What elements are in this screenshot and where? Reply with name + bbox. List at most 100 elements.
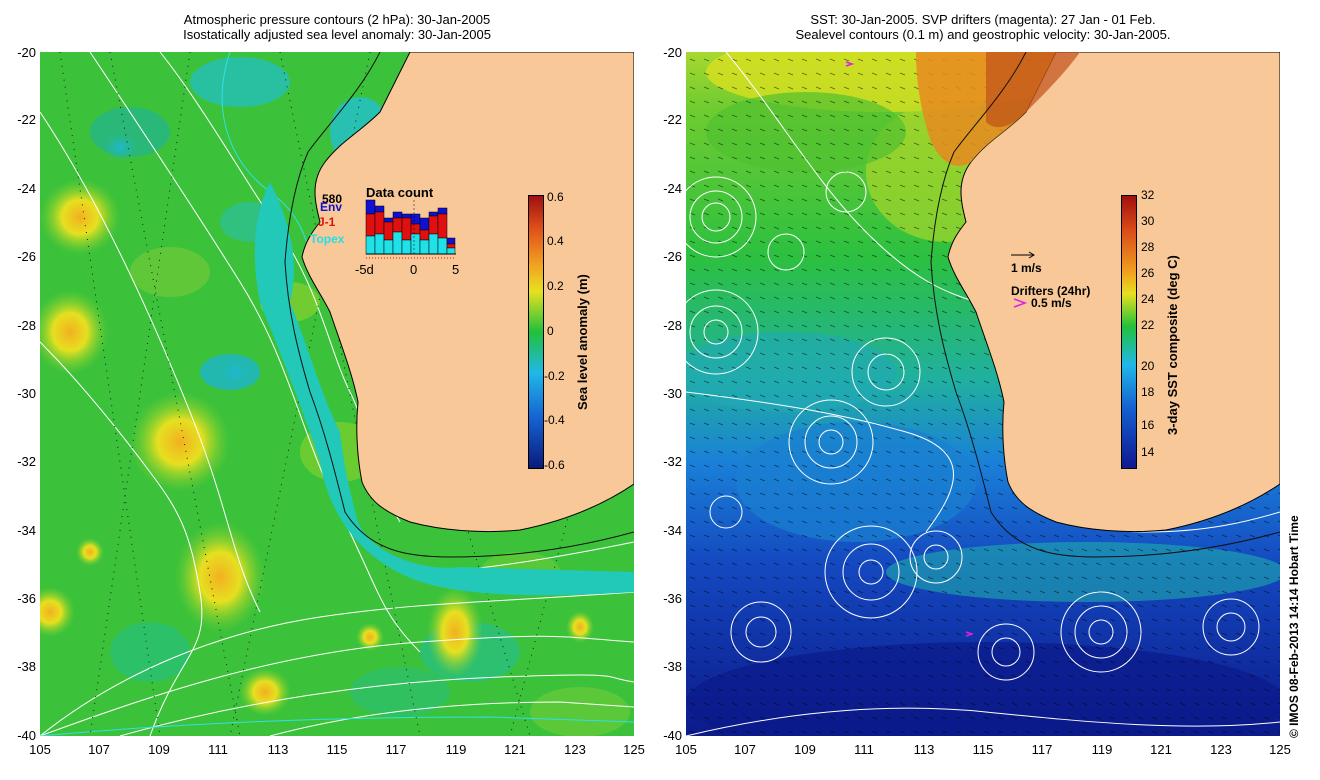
anomaly-blob — [40, 587, 75, 637]
drifter-speed-label: 0.5 m/s — [1031, 296, 1072, 310]
sea-level-colorbar — [528, 195, 544, 469]
x-tick: 105 — [675, 742, 697, 757]
x-tick: 107 — [88, 742, 110, 757]
colorbar-tick: 32 — [1141, 188, 1155, 202]
satellite-tracks — [59, 52, 581, 736]
y-tick: -38 — [663, 659, 682, 674]
x-tick: 125 — [623, 742, 645, 757]
y-tick: -38 — [17, 659, 36, 674]
imos-credit: © IMOS 08-Feb-2013 14:14 Hobart Time — [1287, 515, 1301, 738]
y-tick: -30 — [17, 386, 36, 401]
legend-j1: J-1 — [318, 215, 336, 229]
right-title: SST: 30-Jan-2005. SVP drifters (magenta)… — [686, 12, 1280, 42]
inset-x-tick: 5 — [452, 262, 460, 277]
x-tick: 125 — [1269, 742, 1291, 757]
colorbar-tick: 0.6 — [547, 190, 564, 204]
x-tick: 113 — [267, 742, 289, 757]
y-tick: -30 — [663, 386, 682, 401]
x-tick: 113 — [913, 742, 935, 757]
y-tick: -36 — [17, 591, 36, 606]
y-tick: -36 — [663, 591, 682, 606]
colorbar-tick: 28 — [1141, 240, 1155, 254]
x-tick: 117 — [1031, 742, 1053, 757]
australia-landmass — [301, 52, 634, 533]
drifters-label: Drifters (24hr) — [1011, 284, 1091, 298]
velocity-scale-label: 1 m/s — [1011, 261, 1042, 275]
left-map — [40, 52, 634, 736]
x-tick: 115 — [326, 742, 348, 757]
x-tick: 123 — [564, 742, 586, 757]
bathymetry-contour — [284, 52, 634, 558]
x-tick: 123 — [1210, 742, 1232, 757]
y-tick: -24 — [17, 181, 36, 196]
x-tick: 109 — [794, 742, 816, 757]
colorbar-tick: 30 — [1141, 214, 1155, 228]
y-tick: -32 — [663, 454, 682, 469]
y-tick: -22 — [17, 112, 36, 127]
right-title-line1: SST: 30-Jan-2005. SVP drifters (magenta)… — [810, 12, 1156, 27]
legend-topex: Topex — [310, 232, 345, 246]
drifter-mark — [965, 631, 975, 637]
colorbar-tick: 18 — [1141, 385, 1155, 399]
pressure-contours — [40, 52, 634, 736]
colorbar-tick: 14 — [1141, 445, 1155, 459]
colorbar-tick: 20 — [1141, 359, 1155, 373]
colorbar-tick: 16 — [1141, 418, 1155, 432]
bathymetry-contour — [930, 52, 1280, 558]
anomaly-blob — [130, 392, 230, 492]
drifter-arrow-icon — [1013, 298, 1028, 308]
colorbar-tick: -0.6 — [544, 458, 565, 472]
inset-x-tick: -5d — [355, 262, 374, 277]
inset-max-label: 580 — [322, 192, 343, 206]
y-tick: -40 — [17, 728, 36, 743]
y-tick: -20 — [663, 45, 682, 60]
y-tick: -34 — [17, 523, 36, 538]
y-tick: -28 — [17, 318, 36, 333]
anomaly-blob — [76, 538, 104, 566]
colorbar-tick: 24 — [1141, 292, 1155, 306]
y-tick: -28 — [663, 318, 682, 333]
colorbar-tick: 0.2 — [547, 279, 564, 293]
sea-level-contours — [686, 52, 1280, 736]
y-tick: -24 — [663, 181, 682, 196]
y-tick: -20 — [17, 45, 36, 60]
legend-env: Env — [320, 200, 343, 214]
y-tick: -26 — [663, 249, 682, 264]
x-tick: 107 — [734, 742, 756, 757]
anomaly-blob — [427, 587, 483, 677]
x-tick: 111 — [208, 742, 228, 757]
anomaly-blob — [356, 623, 384, 651]
y-tick: -26 — [17, 249, 36, 264]
anomaly-blob — [211, 354, 259, 390]
anomaly-blob — [175, 522, 265, 632]
sst-colorbar — [1121, 195, 1137, 469]
x-tick: 119 — [1091, 742, 1113, 757]
colorbar-tick: -0.2 — [544, 369, 565, 383]
colorbar-title: Sea level anomaly (m) — [575, 274, 590, 410]
colorbar-tick: 26 — [1141, 266, 1155, 280]
x-tick: 109 — [148, 742, 170, 757]
y-tick: -32 — [17, 454, 36, 469]
left-title-line2: Isostatically adjusted sea level anomaly… — [183, 27, 491, 42]
colorbar-tick: -0.4 — [544, 413, 565, 427]
anomaly-blob — [40, 290, 108, 374]
colorbar-title: 3-day SST composite (deg C) — [1165, 255, 1180, 435]
x-tick: 115 — [972, 742, 994, 757]
coastal-band — [254, 182, 634, 596]
sea-level-anomaly-map — [40, 52, 634, 736]
x-tick: 119 — [445, 742, 467, 757]
x-tick: 105 — [29, 742, 51, 757]
left-title: Atmospheric pressure contours (2 hPa): 3… — [40, 12, 634, 42]
colorbar-tick: 22 — [1141, 318, 1155, 332]
right-title-line2: Sealevel contours (0.1 m) and geostrophi… — [795, 27, 1171, 42]
drifter-mark — [845, 61, 855, 67]
inset-title: Data count — [366, 185, 434, 200]
anomaly-blob — [40, 179, 120, 255]
right-map — [686, 52, 1280, 736]
anomaly-blob — [239, 668, 291, 716]
colorbar-tick: 0.4 — [547, 234, 564, 248]
anomaly-blob — [566, 611, 594, 643]
left-title-line1: Atmospheric pressure contours (2 hPa): 3… — [183, 12, 491, 27]
x-tick: 121 — [1150, 742, 1172, 757]
data-count-histogram — [365, 199, 456, 259]
